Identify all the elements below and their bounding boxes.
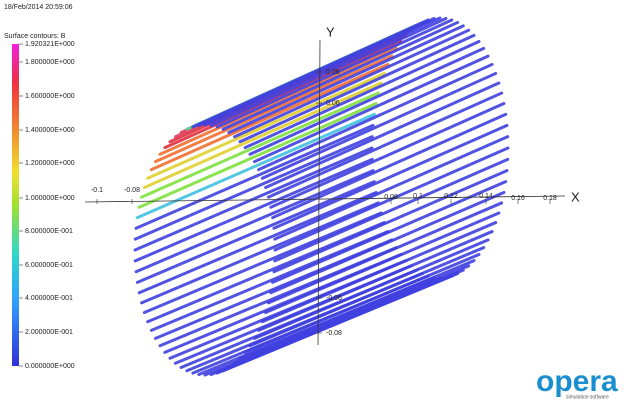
rod [142,211,383,314]
rod [163,40,403,150]
rod [137,190,378,295]
rod [135,112,376,220]
legend-label: 4.000000E-001 [25,295,73,302]
rod [227,24,465,135]
rod [269,102,506,209]
rod [209,16,448,127]
rod [271,180,508,284]
rod [264,81,501,189]
legend-label: 1.400000E+000 [25,127,75,134]
rod [271,112,508,220]
legend-label: 8.000000E-001 [25,228,73,235]
x-axis-label: X [571,189,580,204]
x-tick-label: -0.1 [91,187,103,194]
rod [221,20,460,131]
legend-label: 1.000000E+000 [25,195,75,202]
rod [243,252,481,354]
legend-label: 1.920321E+000 [25,41,75,48]
rod [243,40,481,150]
rod [158,46,398,156]
y-axis-label: Y [326,24,335,39]
x-tick-label: 0.08 [384,194,398,201]
legend-title: Surface contours: B [4,33,66,40]
x-tick-label: 0.1 [413,193,423,200]
color-bar [12,44,19,366]
rod [154,54,394,164]
rod [252,54,490,164]
rod [146,71,386,180]
y-axis [317,39,321,346]
rod [133,157,374,263]
rod [260,71,498,180]
rod [134,123,375,230]
y-tick-label: -0.08 [326,330,342,337]
rod [146,221,386,324]
x-tick-label: 0.12 [444,193,458,200]
rod [272,169,509,274]
logo-subtitle: simulation software [566,394,609,400]
legend-label: 1.600000E+000 [25,93,75,100]
x-tick-label: 0.16 [511,195,525,202]
legend-label: 6.000000E-001 [25,262,73,269]
rod [140,201,380,305]
rod [248,246,486,348]
legend-label: 0.000000E+000 [25,363,75,370]
rod [149,62,390,172]
rod [273,146,510,252]
rod [238,259,476,360]
rod [133,146,374,252]
y-tick-label: -0.06 [326,295,342,302]
rod [135,180,376,284]
legend-label: 2.000000E-001 [25,329,73,336]
rod [233,264,471,365]
rod [266,201,504,305]
rod [269,190,506,295]
legend-label: 1.800000E+000 [25,59,75,66]
rod [133,135,374,241]
rod [142,81,383,189]
rod [264,211,501,314]
rod [260,221,498,324]
y-tick-label: 0.06 [326,100,340,107]
rod [137,102,378,209]
rod [252,238,490,340]
x-tick-label: 0.18 [543,195,557,202]
rod [257,62,494,172]
x-axis [84,195,566,203]
rod [272,123,509,230]
rod [203,16,442,127]
legend-label: 1.200000E+000 [25,160,75,167]
model [133,16,510,377]
rod [273,157,510,263]
rod [257,230,494,332]
rod [134,169,375,274]
rod [238,33,476,144]
rod [273,135,510,241]
rod [266,91,504,199]
x-tick-label: -0.08 [124,187,140,194]
logo: opera [536,365,618,398]
rod [248,46,486,156]
rod [233,28,471,139]
x-tick-label: 0.14 [479,193,493,200]
rod [227,268,465,369]
rod [215,18,454,129]
y-tick-label: 0.08 [326,69,340,76]
timestamp: 18/Feb/2014 20:59:06 [4,4,73,11]
rod [140,91,380,199]
